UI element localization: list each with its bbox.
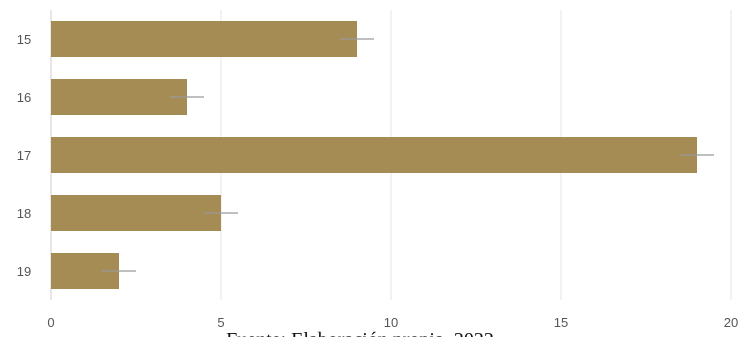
y-tick-label: 19	[17, 264, 31, 279]
bar-16	[51, 79, 187, 115]
x-tick-label: 10	[384, 315, 398, 330]
bar-layer	[51, 21, 714, 289]
y-tick-label: 17	[17, 148, 31, 163]
label-layer: 0 5 10 15 20 15 16 17 18 19	[17, 32, 738, 330]
y-tick-label: 15	[17, 32, 31, 47]
bar-15	[51, 21, 357, 57]
x-tick-label: 20	[724, 315, 738, 330]
y-tick-label: 18	[17, 206, 31, 221]
x-tick-label: 0	[47, 315, 54, 330]
figure-caption: Fuente: Elaboración propia, 2022	[226, 329, 494, 337]
x-tick-label: 5	[217, 315, 224, 330]
bar-18	[51, 195, 221, 231]
x-tick-label: 15	[554, 315, 568, 330]
bar-17	[51, 137, 697, 173]
y-tick-label: 16	[17, 90, 31, 105]
